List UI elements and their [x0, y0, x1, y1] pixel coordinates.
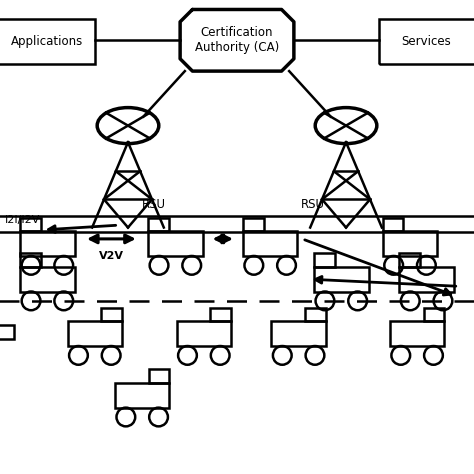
Bar: [424, 308, 444, 321]
Bar: [243, 218, 264, 231]
Bar: [314, 267, 368, 292]
Bar: [149, 369, 169, 383]
Bar: [390, 321, 444, 346]
Bar: [115, 383, 169, 408]
Bar: [399, 253, 420, 267]
Text: I2I/I2V: I2I/I2V: [5, 215, 40, 226]
Bar: [383, 231, 437, 256]
Text: Services: Services: [402, 35, 451, 48]
Text: RSU: RSU: [142, 198, 166, 211]
Bar: [0, 19, 95, 64]
Text: Certification
Authority (CA): Certification Authority (CA): [195, 26, 279, 55]
Bar: [20, 267, 75, 292]
Bar: [383, 218, 403, 231]
Bar: [20, 231, 75, 256]
Bar: [305, 308, 326, 321]
Bar: [148, 231, 202, 256]
Bar: [20, 253, 41, 267]
Bar: [210, 308, 231, 321]
Bar: [379, 19, 474, 64]
Text: V2V: V2V: [99, 251, 124, 261]
Bar: [399, 267, 454, 292]
Bar: [20, 218, 41, 231]
Bar: [176, 321, 231, 346]
Bar: [271, 321, 326, 346]
Bar: [0, 325, 14, 338]
Bar: [148, 218, 169, 231]
Bar: [67, 321, 122, 346]
Bar: [314, 253, 335, 267]
Text: RSU: RSU: [301, 198, 325, 211]
Text: Applications: Applications: [11, 35, 83, 48]
Bar: [101, 308, 122, 321]
Bar: [243, 231, 298, 256]
